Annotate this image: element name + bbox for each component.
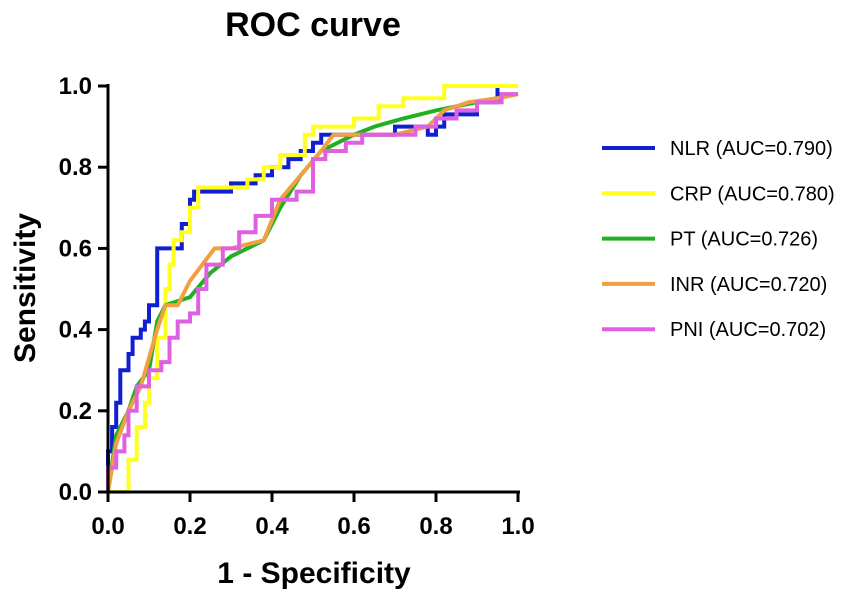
- series-line-nlr: [106, 84, 518, 492]
- x-tick-label: 1.0: [501, 513, 534, 540]
- y-tick-label: 0.0: [59, 479, 92, 506]
- series-line-inr: [106, 92, 519, 493]
- x-axis-label: 1 - Specificity: [217, 557, 411, 590]
- y-tick-label: 0.6: [59, 235, 92, 262]
- y-axis-label: Sensitivity: [9, 213, 42, 363]
- legend-label: PNI (AUC=0.702): [670, 319, 826, 341]
- legend: NLR (AUC=0.790) CRP (AUC=0.780) PT (AUC=0.…: [602, 138, 835, 341]
- series-layer: [106, 84, 519, 494]
- legend-label: CRP (AUC=0.780): [670, 183, 835, 205]
- axes-layer: 0.0 0.2 0.4 0.6 0.8 1.0 0.0 0.2 0.4 0.6 0.8 1.0: [59, 73, 535, 540]
- series-line-pt: [106, 92, 519, 493]
- series-line-crp: [108, 84, 518, 494]
- legend-label: PT (AUC=0.726): [670, 229, 818, 251]
- chart-title: ROC curve: [225, 6, 401, 44]
- y-tick-label: 1.0: [59, 73, 92, 100]
- y-tick-label: 0.4: [59, 317, 93, 344]
- x-tick-label: 0.8: [419, 513, 452, 540]
- x-tick-label: 0.2: [173, 513, 206, 540]
- legend-label: NLR (AUC=0.790): [670, 138, 833, 160]
- legend-label: INR (AUC=0.720): [670, 274, 827, 296]
- y-tick-label: 0.8: [59, 154, 92, 181]
- x-tick-label: 0.0: [91, 513, 124, 540]
- y-tick-label: 0.2: [59, 398, 92, 425]
- series-line-pni: [106, 92, 518, 492]
- x-tick-label: 0.4: [255, 513, 289, 540]
- x-tick-label: 0.6: [337, 513, 370, 540]
